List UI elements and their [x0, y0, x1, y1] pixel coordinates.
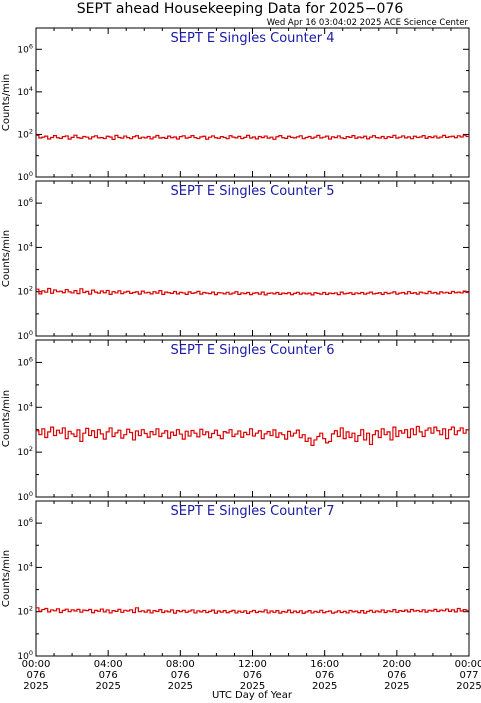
x-tick-label-day: 076 [26, 670, 45, 681]
y-tick-label: 106 [17, 196, 33, 209]
y-axis-label: Counts/min [1, 390, 12, 447]
x-tick-label-year: 2025 [240, 681, 265, 692]
x-axis-label: UTC Day of Year [212, 690, 293, 701]
y-axis-label: Counts/min [1, 230, 12, 287]
y-tick-label: 102 [17, 285, 33, 298]
x-tick-label-day: 076 [387, 670, 406, 681]
y-tick-label: 104 [17, 85, 33, 98]
y-tick-label: 106 [17, 42, 33, 55]
x-tick-label-year: 2025 [456, 681, 481, 692]
x-tick-label-time: 04:00 [94, 659, 123, 670]
y-tick-label: 100 [17, 170, 33, 183]
panel-4: 100 102 104 106 Counts/min SEPT E Singles Cou… [1, 500, 470, 662]
y-tick-label: 100 [17, 649, 33, 662]
panel-title: SEPT E Singles Counter 5 [171, 184, 335, 199]
y-tick-label: 102 [17, 605, 33, 618]
panel-frame [35, 339, 470, 498]
x-tick-label-time: 08:00 [166, 659, 195, 670]
x-tick-label-day: 077 [459, 670, 478, 681]
x-tick-label-day: 076 [243, 670, 262, 681]
x-axis: 00:00076202504:00076202508:00076202512:0… [22, 659, 481, 692]
generation-timestamp: Wed Apr 16 03:04:02 2025 ACE Science Cen… [267, 18, 469, 28]
series-line [36, 287, 469, 296]
series-line [36, 425, 469, 446]
panel-3: 100 102 104 106 Counts/min SEPT E Singles Cou… [1, 339, 470, 503]
x-tick-label-time: 00:00 [22, 659, 51, 670]
x-tick-label-year: 2025 [384, 681, 409, 692]
y-axis-label: Counts/min [1, 550, 12, 607]
y-tick-label: 104 [17, 560, 33, 573]
x-tick-label-time: 20:00 [382, 659, 411, 670]
y-tick-label: 100 [17, 329, 33, 342]
y-axis-label: Counts/min [1, 74, 12, 131]
panel-title: SEPT E Singles Counter 7 [171, 504, 335, 519]
x-tick-label-day: 076 [99, 670, 118, 681]
panel-frame [35, 27, 470, 178]
y-tick-label: 102 [17, 445, 33, 458]
x-tick-label-time: 00:00 [455, 659, 481, 670]
panel-frame [35, 500, 470, 657]
panel-2: 100 102 104 106 Counts/min SEPT E Singles Cou… [1, 180, 470, 342]
x-tick-label-year: 2025 [95, 681, 120, 692]
y-tick-label: 100 [17, 490, 33, 503]
chart-title: SEPT ahead Housekeeping Data for 2025−07… [77, 1, 404, 17]
panel-title: SEPT E Singles Counter 6 [171, 343, 335, 358]
x-tick-label-day: 076 [315, 670, 334, 681]
y-tick-label: 104 [17, 240, 33, 253]
x-tick-label-day: 076 [171, 670, 190, 681]
series-line [36, 134, 469, 141]
x-tick-label-time: 16:00 [310, 659, 339, 670]
panels-group: 100 102 104 106 Counts/min SEPT E Singles Cou… [1, 27, 470, 662]
y-tick-label: 106 [17, 355, 33, 368]
y-tick-label: 104 [17, 400, 33, 413]
x-tick-label-year: 2025 [312, 681, 337, 692]
x-tick-label-year: 2025 [23, 681, 48, 692]
panel-1: 100 102 104 106 Counts/min SEPT E Singles Cou… [1, 27, 470, 183]
x-tick-label-time: 12:00 [238, 659, 267, 670]
panel-frame [35, 180, 470, 337]
y-tick-label: 106 [17, 516, 33, 529]
y-tick-label: 102 [17, 127, 33, 140]
x-tick-label-year: 2025 [168, 681, 193, 692]
panel-title: SEPT E Singles Counter 4 [171, 31, 335, 46]
series-line [36, 607, 469, 614]
